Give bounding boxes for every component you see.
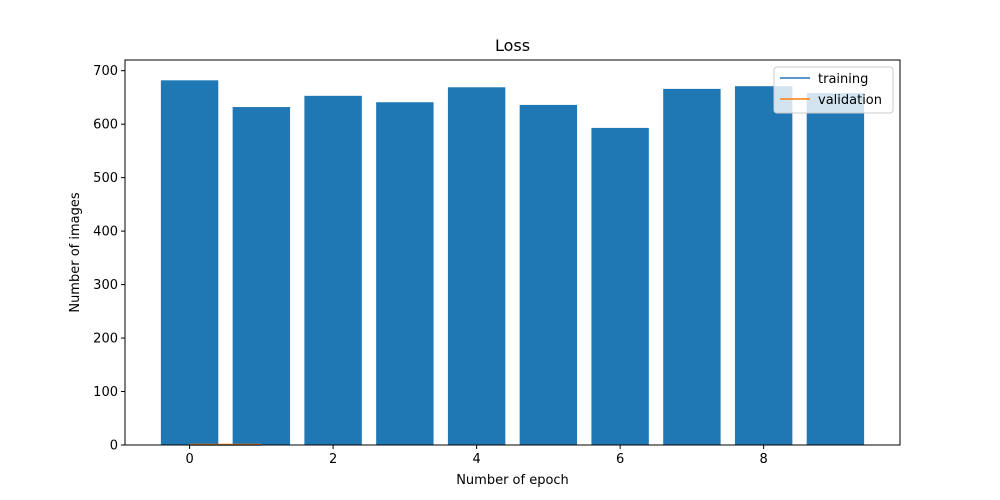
bar-epoch-5 (519, 104, 578, 446)
bars-group (160, 80, 865, 446)
y-tick-label: 600 (93, 118, 118, 133)
bar-epoch-7 (663, 88, 721, 445)
y-tick-label: 500 (93, 171, 118, 186)
bar-epoch-2 (304, 95, 362, 445)
bar-epoch-6 (591, 127, 649, 445)
bar-epoch-3 (376, 102, 434, 446)
legend: training validation (773, 66, 894, 114)
axes-frame (124, 59, 901, 446)
x-tick-label: 0 (185, 452, 193, 467)
y-tick-label: 400 (93, 225, 118, 240)
y-tick-label: 0 (110, 439, 118, 454)
y-tick-label: 300 (93, 278, 118, 293)
legend-label-training: training (818, 72, 868, 87)
x-tick-label: 4 (472, 452, 480, 467)
bar-epoch-8 (734, 86, 793, 445)
y-tick-label: 200 (93, 332, 118, 347)
bar-epoch-9 (806, 93, 865, 446)
legend-label-validation: validation (818, 93, 882, 108)
x-tick-label: 8 (760, 452, 768, 467)
chart-title: Loss (495, 36, 530, 55)
bar-epoch-1 (232, 107, 291, 446)
bar-epoch-0 (160, 80, 219, 445)
x-tick-label: 6 (616, 452, 624, 467)
bar-epoch-4 (447, 87, 506, 445)
x-axis-label: Number of epoch (456, 473, 569, 488)
y-ticks: 0 100 200 300 400 500 600 700 (93, 64, 125, 454)
x-ticks: 0 2 4 6 8 (185, 445, 768, 467)
y-axis-label: Number of images (68, 192, 83, 313)
x-tick-label: 2 (329, 452, 337, 467)
y-tick-label: 700 (93, 64, 118, 79)
y-tick-label: 100 (93, 385, 118, 400)
